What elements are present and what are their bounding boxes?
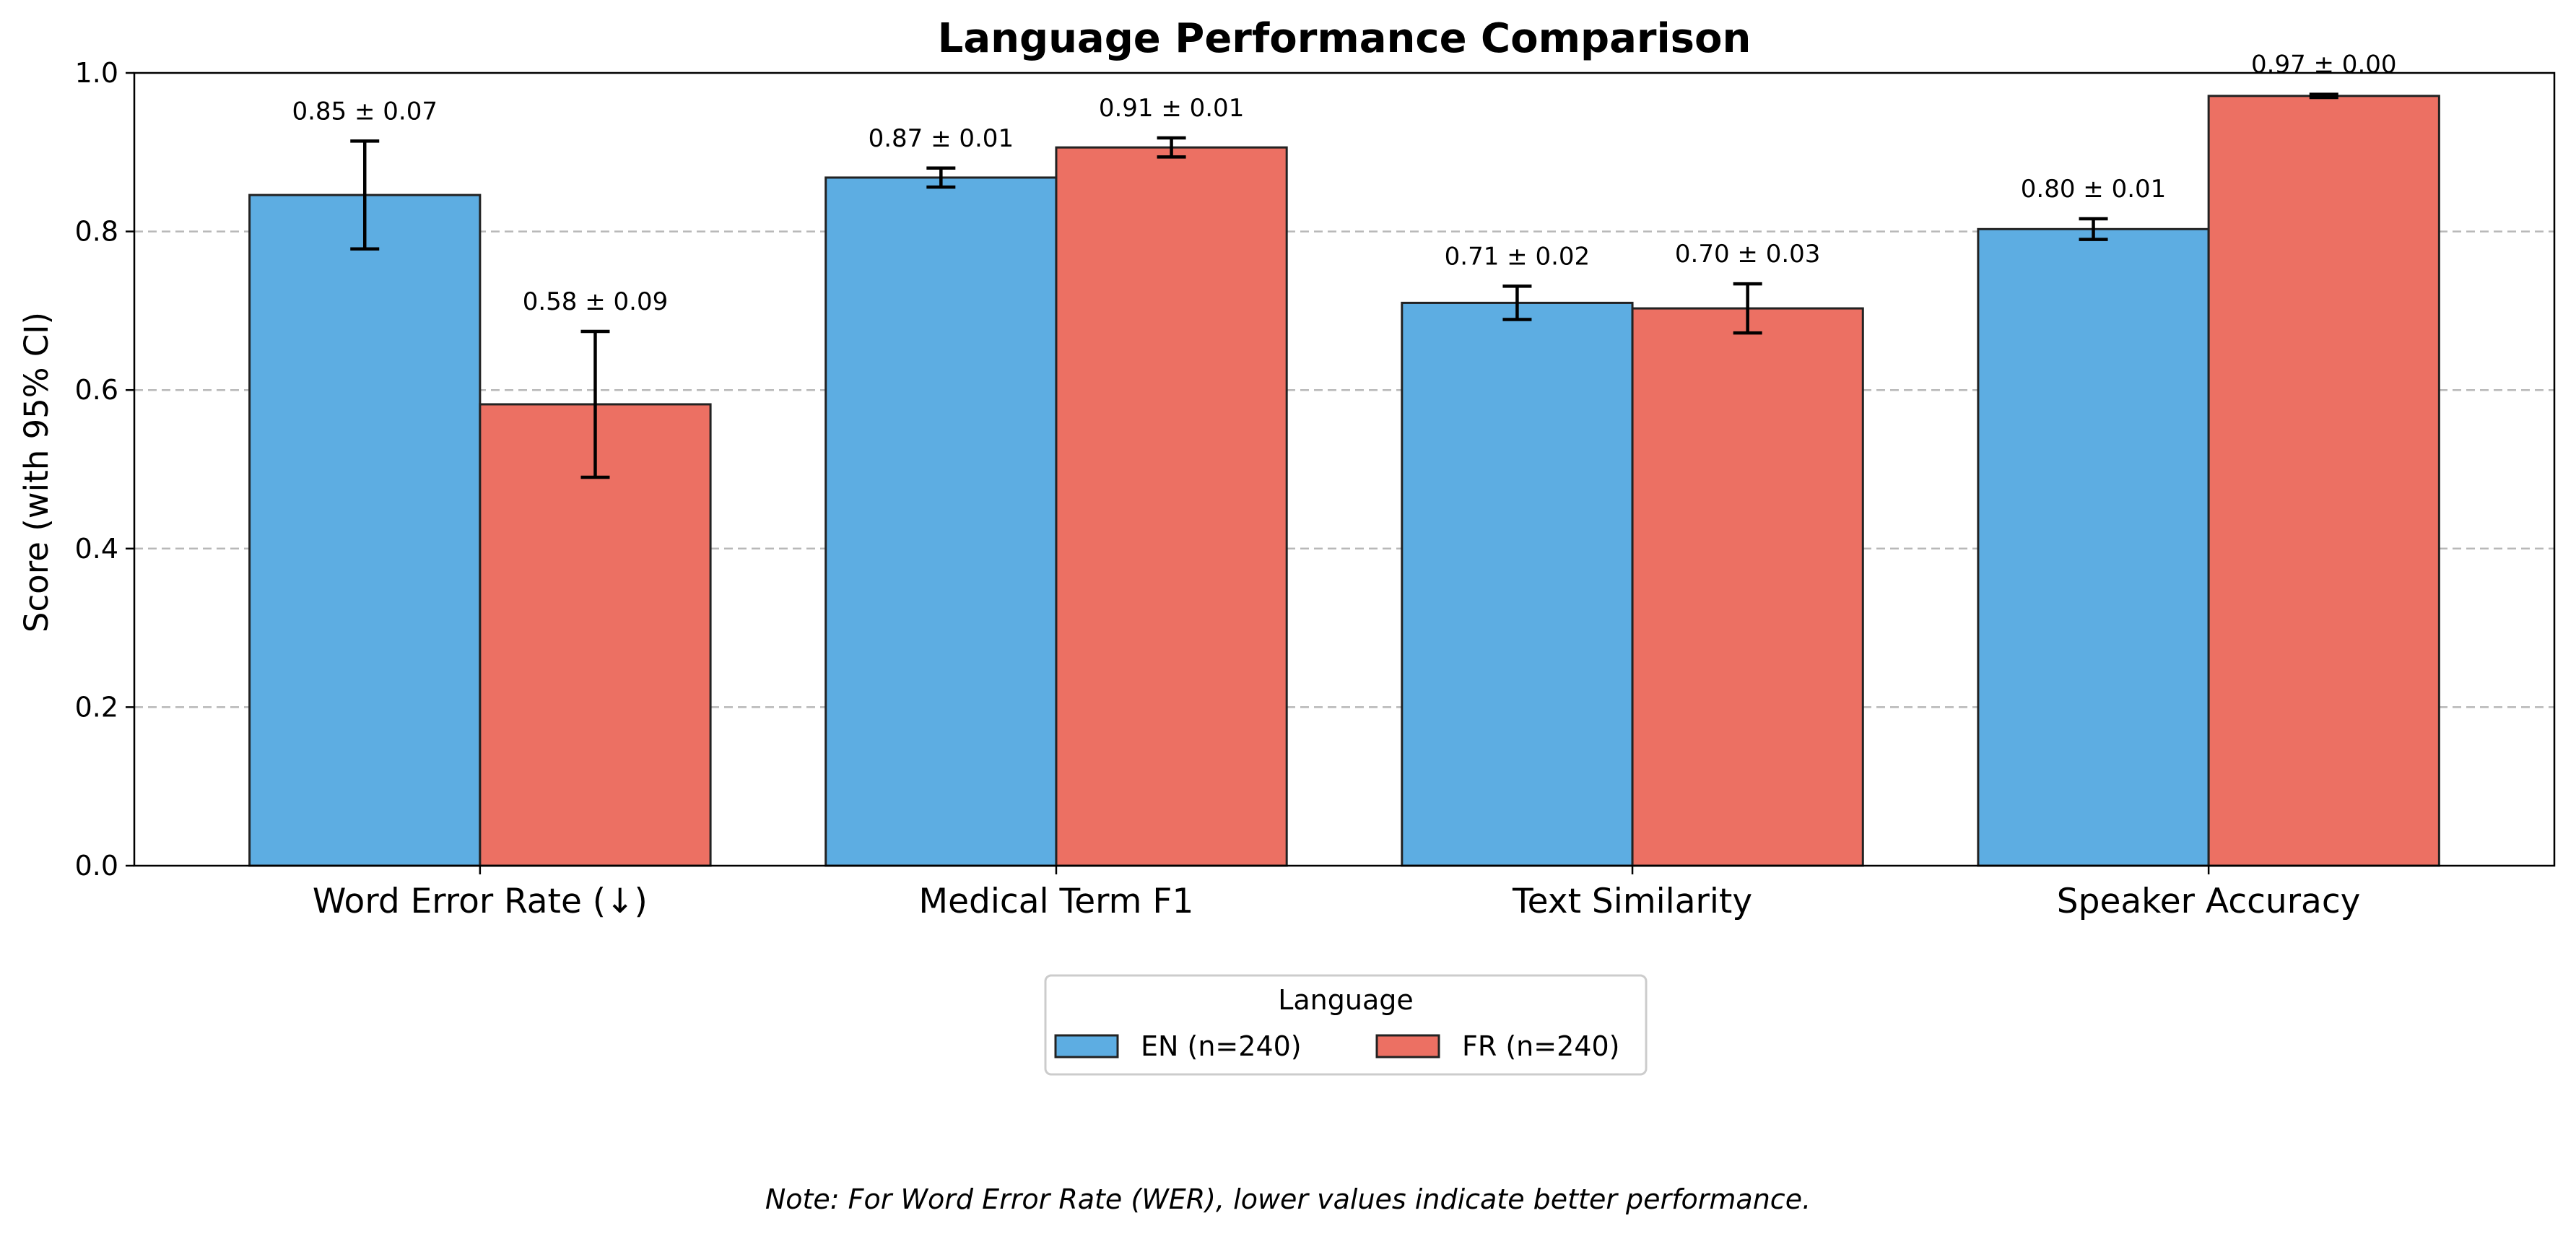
data-label-2-4: 0.97 ± 0.00	[2251, 51, 2397, 79]
data-labels: 0.85 ± 0.07 0.58 ± 0.09 0.87 ± 0.01 0.91 ± …	[292, 51, 2396, 316]
bar-2-3	[1631, 307, 1864, 867]
y-axis-ticks: 0.0 0.2 0.4 0.6 0.8 1.0	[75, 57, 134, 882]
y-tick-label-1: 0.2	[75, 691, 118, 723]
bar-1-4	[1977, 227, 2210, 867]
y-tick-label-0: 0.0	[75, 850, 118, 882]
y-axis-label: Score (with 95% CI)	[17, 312, 56, 632]
bar-1-1	[248, 194, 482, 867]
data-label-1-2: 0.87 ± 0.01	[869, 124, 1014, 153]
legend: Language EN (n=240) FR (n=240)	[1044, 974, 1648, 1076]
footnote: Note: For Word Error Rate (WER), lower v…	[765, 1183, 1811, 1215]
x-axis-ticks: Word Error Rate (↓) Medical Term F1 Text S…	[313, 866, 2361, 921]
data-label-2-3: 0.70 ± 0.03	[1675, 240, 1821, 269]
x-tick-label-3: Speaker Accuracy	[2057, 882, 2361, 921]
legend-label-1: EN (n=240)	[1141, 1030, 1302, 1062]
bar-2-4	[2207, 95, 2440, 867]
bars	[248, 95, 2440, 867]
legend-title: Language	[1278, 984, 1414, 1016]
legend-swatch-2	[1375, 1034, 1440, 1058]
legend-swatch-1	[1054, 1034, 1119, 1058]
data-label-2-2: 0.91 ± 0.01	[1099, 94, 1245, 123]
bar-1-2	[824, 176, 1058, 867]
chart-title: Language Performance Comparison	[938, 15, 1752, 62]
data-label-1-4: 0.80 ± 0.01	[2021, 175, 2167, 204]
legend-label-2: FR (n=240)	[1462, 1030, 1619, 1062]
error-bars	[350, 92, 2338, 479]
y-tick-label-2: 0.4	[75, 533, 118, 565]
bar-2-1	[479, 403, 712, 867]
legend-box	[1044, 974, 1648, 1076]
bar-2-2	[1055, 146, 1288, 867]
y-tick-label-4: 0.8	[75, 216, 118, 248]
data-label-1-1: 0.85 ± 0.07	[292, 97, 438, 126]
y-tick-label-3: 0.6	[75, 374, 118, 406]
y-tick-label-5: 1.0	[75, 57, 118, 89]
data-label-2-1: 0.58 ± 0.09	[523, 287, 669, 316]
x-tick-label-2: Text Similarity	[1512, 882, 1752, 921]
data-label-1-3: 0.71 ± 0.02	[1445, 242, 1591, 271]
bar-1-3	[1401, 301, 1634, 867]
x-tick-label-0: Word Error Rate (↓)	[313, 882, 648, 921]
plot-frame	[133, 71, 2556, 867]
x-tick-label-1: Medical Term F1	[919, 882, 1194, 921]
